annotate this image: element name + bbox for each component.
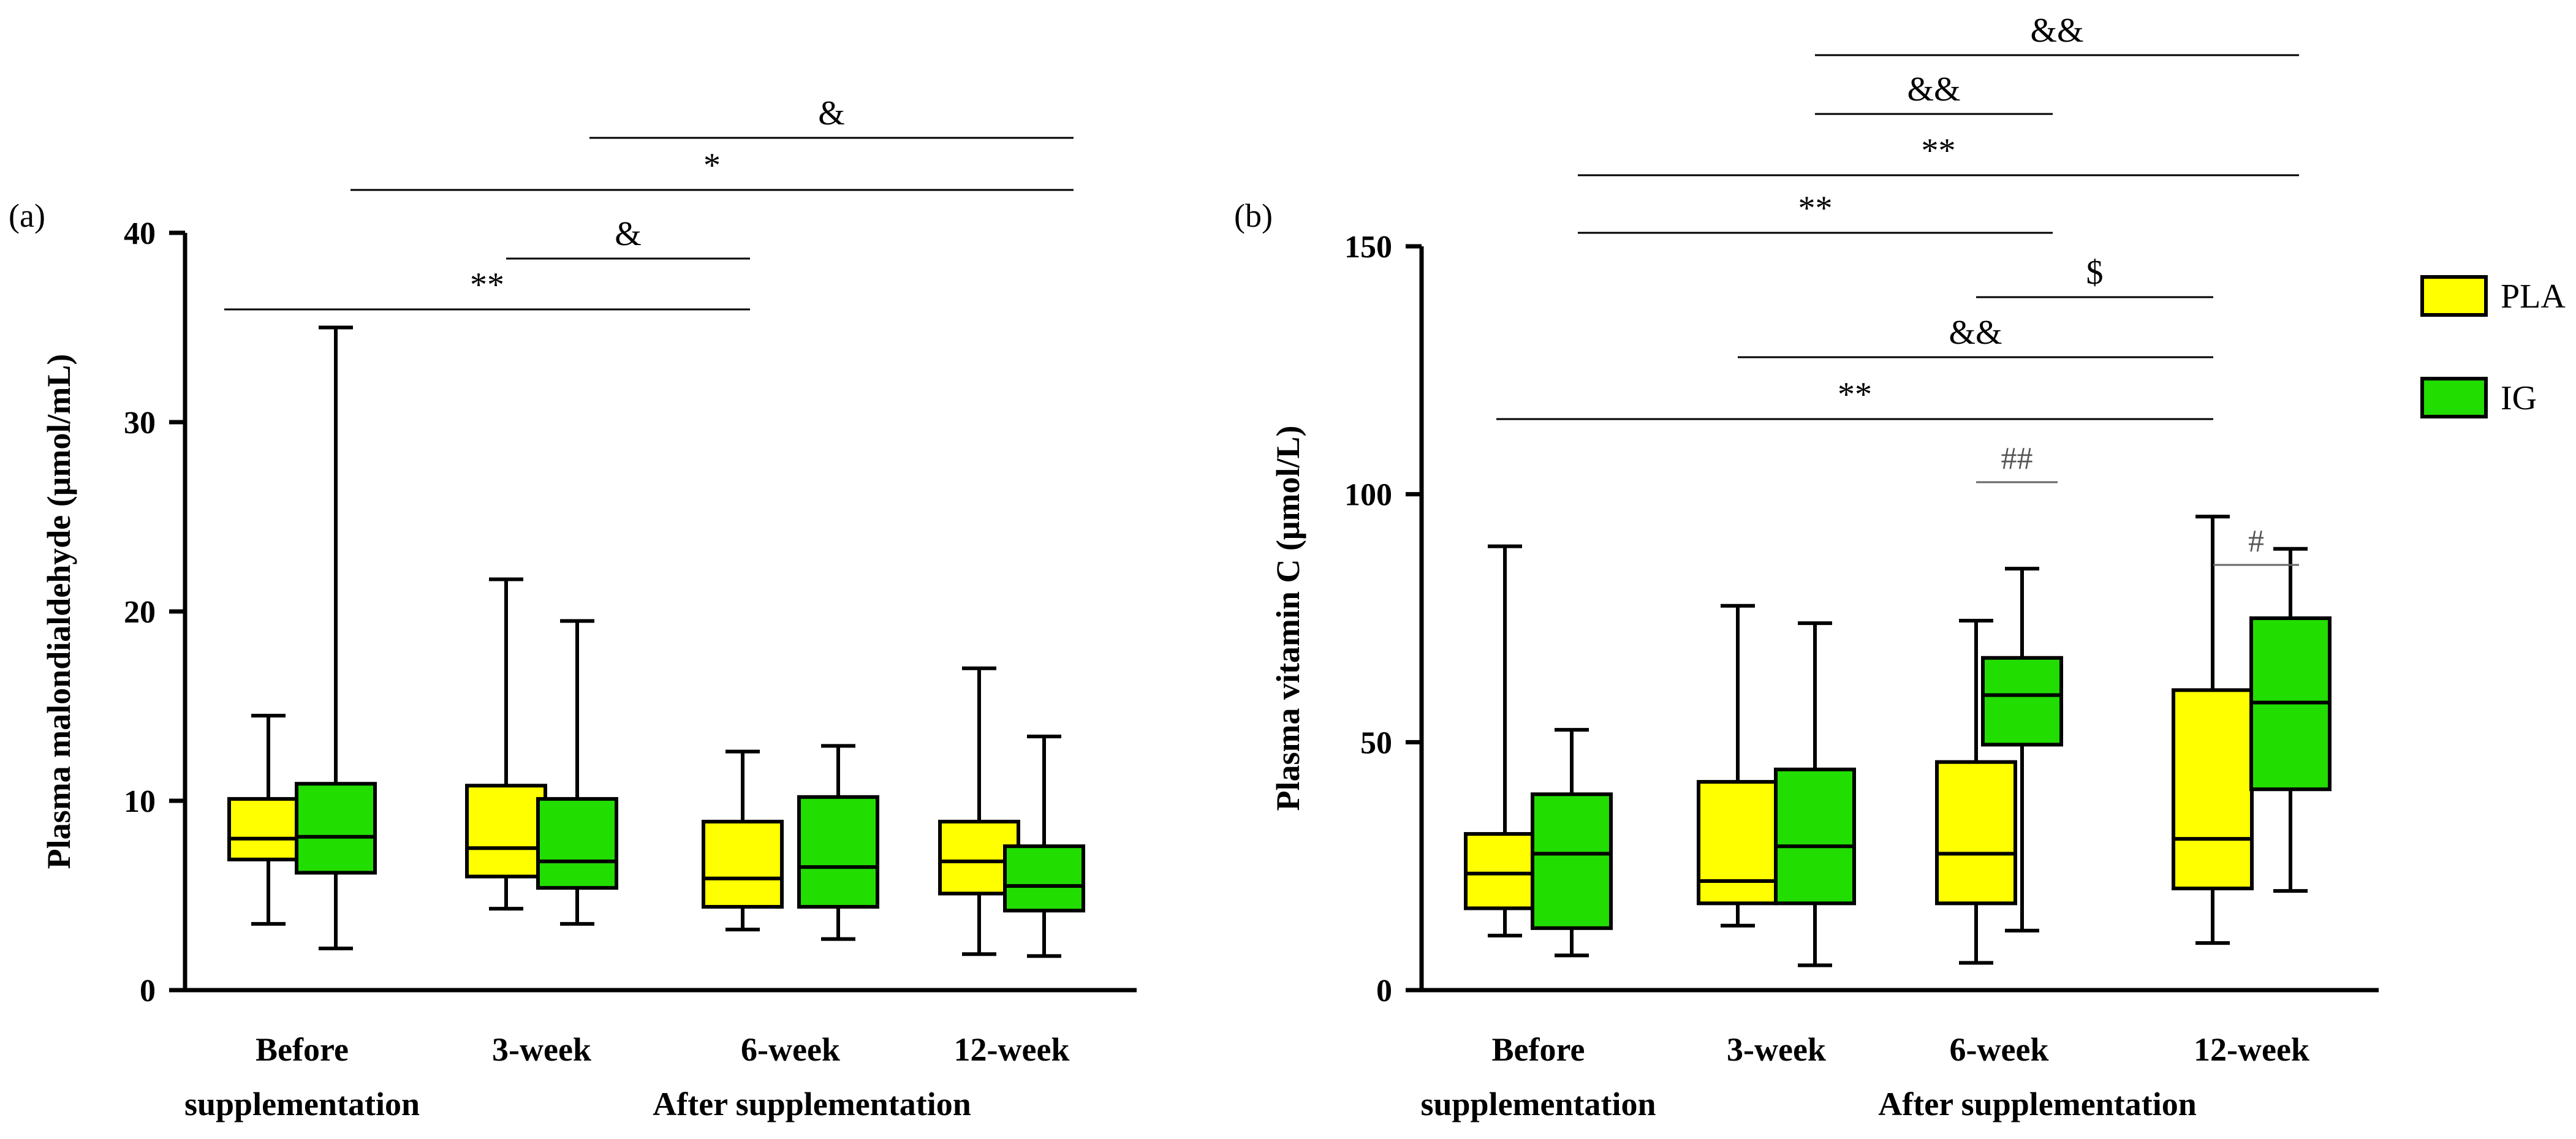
box-ig-0 bbox=[1531, 792, 1613, 930]
significance-label: & bbox=[818, 94, 845, 132]
significance-label: && bbox=[1949, 314, 2002, 352]
y-axis-title: Plasma vitamin C (μmol/L) bbox=[1270, 425, 1306, 811]
significance-label: && bbox=[1907, 70, 1960, 108]
x-category-label: supplementation bbox=[1420, 1086, 1656, 1122]
legend-label: IG bbox=[2501, 379, 2537, 417]
y-tick-label: 0 bbox=[140, 974, 156, 1008]
panel-label: (a) bbox=[9, 197, 45, 234]
box-pla-2 bbox=[1935, 760, 2017, 906]
box-pla-0 bbox=[227, 797, 309, 861]
panel-b: (b) Plasma vitamin C (μmol/L) 0 50 100 150 Bef… bbox=[1234, 12, 2379, 1122]
y-tick-label: 150 bbox=[1344, 230, 1392, 265]
significance-label: ** bbox=[1922, 132, 1956, 170]
x-category-label: 6-week bbox=[1950, 1031, 2049, 1068]
x-category-label: Before bbox=[1492, 1031, 1585, 1068]
legend-label: PLA bbox=[2501, 278, 2566, 316]
legend: PLA IG bbox=[2420, 275, 2566, 418]
box-pla-3 bbox=[2172, 688, 2254, 891]
significance-label: ## bbox=[2001, 441, 2033, 476]
x-group-label: After supplementation bbox=[1878, 1086, 2197, 1122]
x-category-label: Before bbox=[256, 1031, 349, 1068]
x-category-label: 12-week bbox=[954, 1031, 1070, 1068]
box-ig-1 bbox=[536, 797, 618, 890]
box-pla-1 bbox=[465, 784, 547, 879]
legend-swatch-pla bbox=[2420, 275, 2488, 317]
significance-label: & bbox=[615, 215, 642, 253]
y-tick-label: 30 bbox=[124, 406, 156, 441]
x-category-label: 12-week bbox=[2194, 1031, 2309, 1068]
significance-label: ** bbox=[470, 266, 504, 304]
significance-label: && bbox=[2030, 12, 2083, 50]
significance-label: $ bbox=[2086, 254, 2104, 292]
significance-label: ** bbox=[1798, 189, 1833, 227]
box-ig-0 bbox=[295, 782, 377, 875]
y-tick-label: 40 bbox=[124, 216, 156, 251]
box-pla-1 bbox=[1697, 780, 1779, 906]
x-category-label: 3-week bbox=[1727, 1031, 1826, 1068]
significance-label: ** bbox=[1838, 376, 1872, 414]
x-group-label: After supplementation bbox=[653, 1086, 971, 1122]
x-category-label: 3-week bbox=[492, 1031, 591, 1068]
y-tick-label: 0 bbox=[1376, 974, 1392, 1008]
significance-label: # bbox=[2248, 524, 2264, 559]
box-ig-2 bbox=[1981, 656, 2063, 747]
y-tick-label: 10 bbox=[124, 784, 156, 819]
box-pla-2 bbox=[702, 819, 784, 909]
y-tick-label: 20 bbox=[124, 595, 156, 630]
x-category-label: 6-week bbox=[741, 1031, 840, 1068]
y-axis-title: Plasma malondialdehyde (μmol/mL) bbox=[40, 354, 77, 869]
box-ig-1 bbox=[1774, 767, 1856, 906]
box-ig-3 bbox=[1003, 844, 1085, 913]
box-ig-2 bbox=[797, 795, 879, 909]
panel-a: (a) Plasma malondialdehyde (μmol/mL) 0 10 20… bbox=[9, 94, 1137, 1122]
panel-label: (b) bbox=[1234, 197, 1273, 234]
y-tick-label: 100 bbox=[1344, 478, 1392, 513]
significance-label: * bbox=[703, 146, 721, 184]
x-category-label: supplementation bbox=[184, 1086, 420, 1122]
y-tick-label: 50 bbox=[1360, 725, 1392, 760]
legend-swatch-ig bbox=[2420, 377, 2488, 418]
